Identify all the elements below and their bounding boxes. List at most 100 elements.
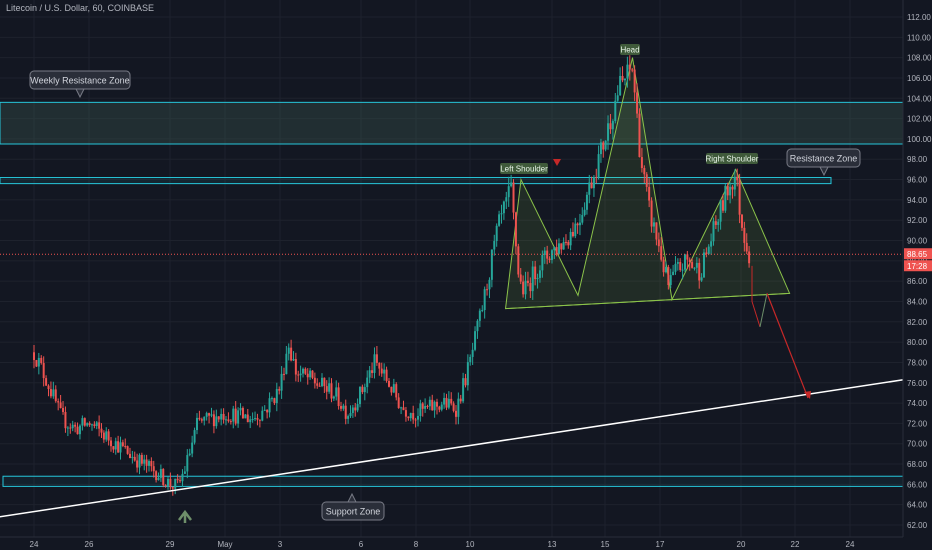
candle-body: [588, 182, 591, 195]
candle-body: [378, 362, 381, 369]
candle-body: [316, 383, 319, 386]
candle-body: [205, 413, 208, 417]
candle-body: [57, 401, 60, 403]
zones: [0, 101, 904, 487]
resistance-zone-label: Resistance Zone: [786, 148, 861, 177]
candle-body: [239, 407, 242, 411]
candle-body: [368, 370, 371, 378]
candle-body: [181, 473, 184, 482]
candle-body: [726, 185, 729, 196]
candle-body: [256, 418, 259, 420]
candle-body: [301, 368, 304, 374]
candle-body: [222, 413, 225, 420]
x-tick-label: 13: [548, 540, 557, 549]
right-shoulder-label: Right Shoulder: [706, 153, 759, 164]
candle-body: [640, 157, 643, 169]
candle-body: [93, 424, 96, 426]
candle-body: [464, 378, 467, 386]
candle-body: [500, 213, 503, 215]
candle-body: [645, 174, 648, 187]
candle-body: [597, 154, 600, 178]
countdown-tag: [904, 260, 932, 272]
candle-body: [431, 399, 434, 411]
weekly-resistance-label: Weekly Resistance Zone: [29, 70, 131, 99]
candle-body: [631, 69, 634, 71]
candle-body: [404, 410, 407, 417]
candle-body: [655, 222, 658, 240]
candle-body: [691, 262, 694, 268]
candle-body: [64, 411, 67, 429]
candle-body: [402, 407, 405, 411]
candle-body: [287, 347, 290, 354]
candle-body: [409, 413, 412, 419]
candle-body: [667, 266, 670, 286]
zone-weekly-resistance-zone: [0, 101, 904, 145]
candle-body: [83, 418, 86, 426]
candle-body: [304, 368, 307, 374]
candle-body: [387, 380, 390, 387]
candle-body: [616, 95, 619, 101]
symbol-title: Litecoin / U.S. Dollar, 60, COINBASE: [6, 3, 155, 13]
candle-body: [311, 370, 314, 378]
left-shoulder-label-text: Left Shoulder: [500, 165, 548, 174]
candle-body: [234, 408, 237, 424]
candle-body: [717, 221, 720, 225]
candle-body: [440, 404, 443, 410]
right-shoulder-label-box: [706, 153, 758, 164]
candle-body: [210, 414, 213, 416]
candle-body: [548, 258, 551, 260]
candle-body: [576, 223, 579, 226]
candle-body: [719, 200, 722, 222]
x-tick-label: 22: [791, 540, 800, 549]
candle-body: [560, 243, 563, 250]
candle-body: [35, 360, 38, 367]
y-tick-label: 74.00: [907, 399, 928, 408]
candle-body: [555, 247, 558, 254]
candle-body: [450, 398, 453, 404]
candle-body: [466, 362, 469, 386]
candle-body: [237, 410, 240, 424]
candle-body: [78, 425, 81, 435]
candle-body: [349, 413, 352, 417]
candle-body: [52, 389, 55, 397]
candle-body: [145, 459, 148, 466]
candle-body: [738, 180, 741, 215]
candle-body: [337, 387, 340, 407]
candle-body: [419, 403, 422, 416]
candle-body: [241, 407, 244, 419]
candle-body: [71, 424, 74, 429]
candle-body: [306, 373, 309, 378]
candle-body: [710, 241, 713, 247]
candle-body: [88, 423, 91, 426]
candle-body: [215, 416, 218, 427]
candle-body: [193, 430, 196, 443]
candle-body: [424, 406, 427, 409]
candle-body: [128, 453, 131, 459]
candle-body: [550, 250, 553, 260]
y-tick-label: 70.00: [907, 440, 928, 449]
candle-body: [117, 441, 120, 453]
candle-body: [686, 254, 689, 260]
candle-body: [351, 407, 354, 414]
x-tick-label: 15: [601, 540, 610, 549]
candle-body: [564, 241, 567, 243]
candle-body: [90, 424, 93, 426]
candle-body: [433, 401, 436, 411]
candle-body: [712, 221, 715, 242]
candle-body: [574, 223, 577, 237]
y-tick-label: 90.00: [907, 237, 928, 246]
candle-body: [159, 469, 162, 478]
x-tick-label: 17: [656, 540, 665, 549]
candle-body: [474, 331, 477, 350]
candle-body: [74, 424, 77, 427]
candle-body: [731, 186, 734, 190]
candle-body: [126, 446, 129, 454]
candle-body: [344, 405, 347, 419]
candle-body: [33, 352, 35, 361]
candle-body: [443, 397, 446, 405]
candle-body: [562, 241, 565, 250]
candle-body: [371, 370, 374, 373]
x-tick-label: 26: [85, 540, 94, 549]
candle-body: [42, 363, 45, 379]
